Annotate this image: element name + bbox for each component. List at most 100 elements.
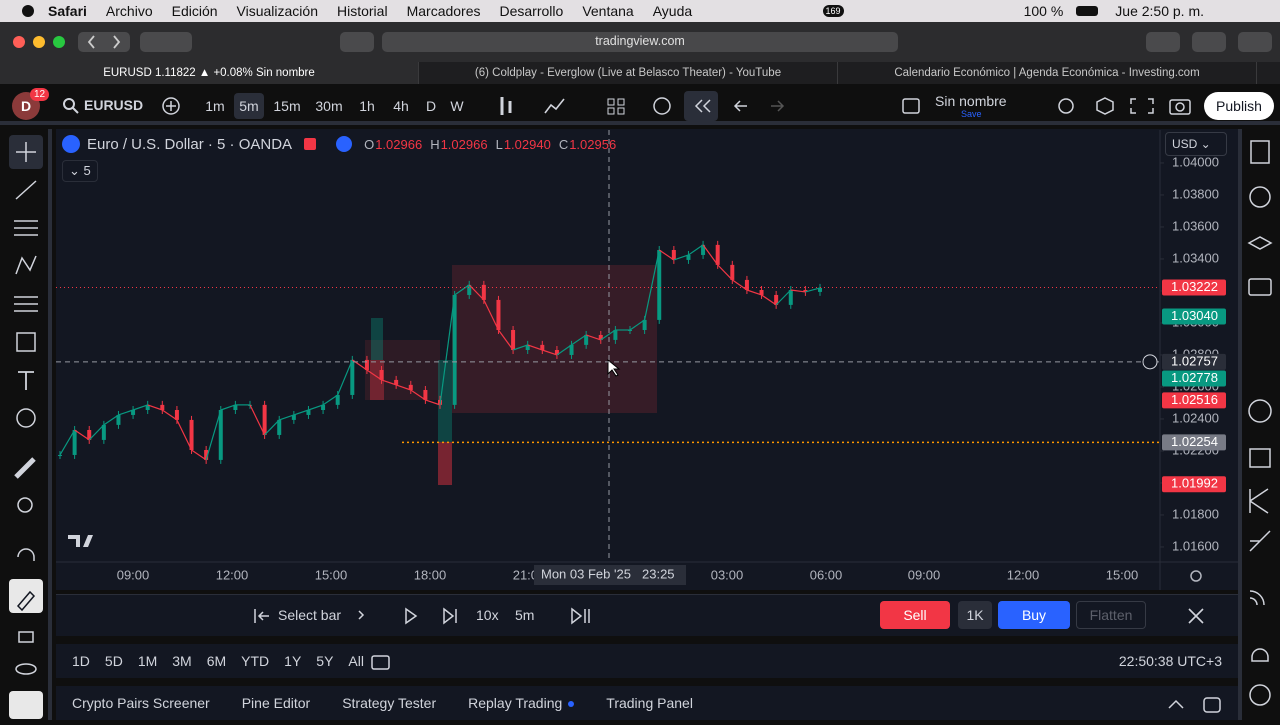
indicators-toggle[interactable]: ⌄ 5	[62, 160, 98, 182]
battery-icon	[1076, 6, 1099, 16]
menu-item[interactable]: Desarrollo	[499, 3, 564, 19]
panel-tab[interactable]: Pine Editor	[241, 695, 311, 711]
browser-tab[interactable]: Calendario Económico | Agenda Económica …	[838, 62, 1257, 84]
menu-item[interactable]: Archivo	[105, 3, 153, 19]
panel-controls[interactable]	[1166, 694, 1226, 716]
save-hint[interactable]: Save	[961, 109, 982, 119]
battery[interactable]: 100 %	[1023, 3, 1064, 19]
price-path	[103, 414, 119, 426]
price-path	[527, 344, 543, 351]
interval-button[interactable]: D	[425, 98, 437, 114]
close-replay[interactable]	[1186, 607, 1206, 625]
candle-body	[145, 404, 150, 410]
x-tick-label: 18:00	[414, 567, 447, 582]
symbol-title[interactable]: Euro / U.S. Dollar · 5 · OANDA	[87, 135, 293, 153]
clock[interactable]: Jue 2:50 p. m.	[1115, 3, 1204, 19]
range-button[interactable]: 3M	[172, 653, 192, 669]
flatten-button[interactable]: Flatten	[1076, 601, 1146, 629]
position-target[interactable]	[371, 318, 383, 360]
interval-button[interactable]: 5m	[234, 93, 264, 119]
search-icon[interactable]	[62, 97, 80, 115]
menu-item[interactable]: Visualización	[236, 3, 318, 19]
panel-tab[interactable]: Crypto Pairs Screener	[72, 695, 210, 711]
position-target[interactable]	[438, 360, 452, 442]
layout-icon[interactable]	[900, 95, 922, 117]
price-path	[761, 294, 777, 306]
market-closed[interactable]	[304, 138, 317, 150]
x-tick-label: 12:00	[216, 567, 249, 582]
buy-button[interactable]: Buy	[998, 601, 1070, 629]
legend: Euro / U.S. Dollar · 5 · OANDA O 1.02966 H…	[62, 135, 624, 153]
menu-item[interactable]: Ventana	[582, 3, 634, 19]
price-path	[74, 429, 90, 441]
layout-name[interactable]: Sin nombre	[935, 93, 1007, 109]
apple-logo[interactable]	[0, 0, 48, 22]
app-name[interactable]: Safari	[48, 3, 87, 19]
price-tag	[1162, 353, 1226, 370]
menu-item[interactable]: Historial	[337, 3, 388, 19]
panel-tab[interactable]: Trading Panel	[606, 695, 693, 711]
replay-speed[interactable]: 10x	[476, 607, 499, 623]
replay-indicator[interactable]	[336, 136, 353, 152]
candle-body	[116, 414, 121, 425]
symbol[interactable]: EURUSD	[84, 97, 144, 113]
sell-button[interactable]: Sell	[880, 601, 950, 629]
chart: 1.040001.038001.036001.034001.032001.030…	[56, 130, 1238, 590]
interval-button[interactable]: 4h	[393, 98, 409, 114]
position-stop[interactable]	[438, 442, 452, 485]
status-badge[interactable]: 169	[822, 5, 844, 17]
menu-item[interactable]: Marcadores	[406, 3, 481, 19]
address-bar[interactable]: tradingview.com	[595, 34, 685, 48]
range-button[interactable]: 5D	[104, 653, 123, 669]
panel-tab[interactable]: Replay Trading	[468, 695, 563, 711]
tab-title: EURUSD 1.11822 ▲ +0.08% Sin nombre	[103, 67, 315, 79]
menu-item[interactable]: Edición	[171, 3, 218, 19]
interval-button[interactable]: 1h	[359, 98, 375, 114]
price-tag	[1162, 308, 1226, 325]
price-path	[395, 384, 411, 391]
candle-body	[759, 290, 764, 295]
price-tag-label: 1.01992	[1171, 476, 1218, 491]
axis-settings[interactable]	[1190, 570, 1202, 582]
chart-pane[interactable]	[56, 129, 1238, 590]
publish-button[interactable]: Publish	[1204, 92, 1274, 120]
safari-controls	[13, 32, 1272, 52]
interval-button[interactable]: W	[450, 98, 464, 114]
interval-button[interactable]: 1m	[205, 98, 225, 114]
widget-icons[interactable]	[1242, 129, 1280, 720]
y-tick-label: 1.02400	[1172, 410, 1219, 425]
browser-tab[interactable]: (6) Coldplay - Everglow (Live at Belasco…	[419, 62, 838, 84]
price-path	[439, 294, 456, 405]
range-button[interactable]: All	[348, 653, 364, 669]
price-tag-label: 1.02757	[1171, 353, 1218, 368]
range-button[interactable]: YTD	[241, 653, 270, 669]
candle-body	[306, 410, 311, 415]
panel-tab[interactable]: Strategy Tester	[342, 695, 437, 711]
price-path	[658, 249, 675, 261]
range-button[interactable]: 1Y	[284, 653, 302, 669]
browser-tab[interactable]: EURUSD 1.11822 ▲ +0.08% Sin nombre	[0, 62, 419, 84]
menu-item[interactable]: Ayuda	[652, 3, 693, 19]
range-button[interactable]: 6M	[206, 653, 227, 669]
price-path	[308, 404, 324, 411]
quantity[interactable]: 1K	[958, 601, 992, 629]
replay-controls[interactable]	[356, 605, 596, 627]
date-range-icon[interactable]	[370, 652, 392, 672]
replay-interval[interactable]: 5m	[515, 607, 535, 623]
currency-select[interactable]: USD ⌄	[1165, 132, 1227, 156]
candle-body	[511, 330, 516, 350]
range-button[interactable]: 1D	[72, 653, 90, 669]
position-zone[interactable]	[365, 340, 440, 400]
interval-button[interactable]: 30m	[315, 98, 343, 114]
ohlc-key: O	[364, 136, 375, 152]
interval-button[interactable]: 15m	[273, 98, 301, 114]
utc-clock[interactable]: 22:50:38 UTC+3	[1118, 653, 1222, 669]
ohlc-value: 1.02956	[569, 136, 617, 152]
position-zone[interactable]	[452, 265, 657, 413]
select-bar[interactable]: Select bar	[278, 607, 342, 623]
range-button[interactable]: 1M	[137, 653, 158, 669]
add-symbol[interactable]	[160, 95, 182, 117]
drawing-tools[interactable]	[0, 129, 48, 720]
range-button[interactable]: 5Y	[316, 653, 334, 669]
range-bar: 1D 5D 1M 3M 6M YTD 1Y 5Y All 22:50:38 UTC+3	[56, 640, 1238, 678]
